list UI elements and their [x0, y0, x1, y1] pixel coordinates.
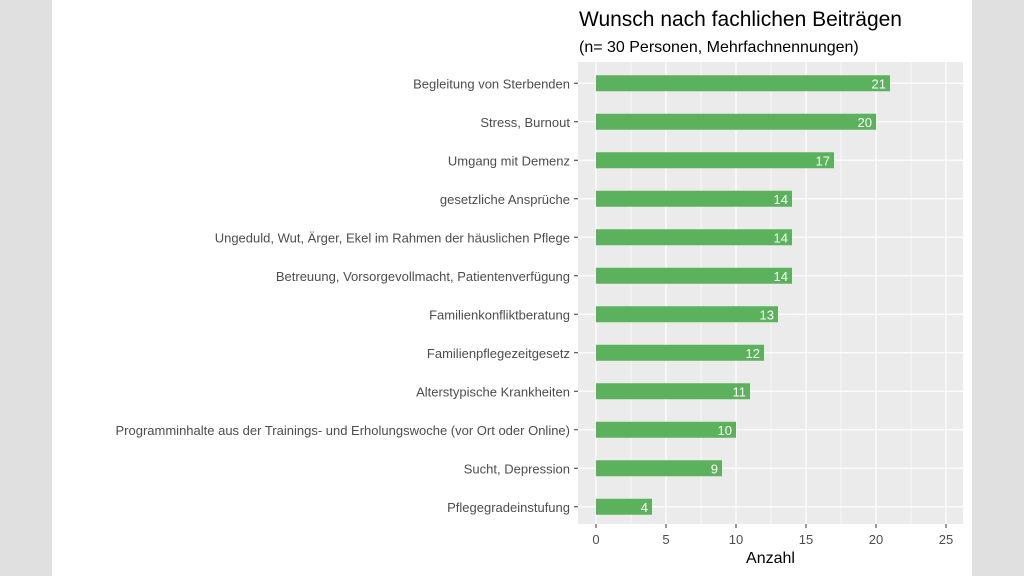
chart-subtitle: (n= 30 Personen, Mehrfachnennungen): [579, 39, 859, 56]
category-label: Familienkonfliktberatung: [429, 307, 570, 322]
x-tick-label: 15: [799, 532, 813, 547]
bar-value-label: 21: [872, 76, 886, 91]
x-tick-label: 10: [729, 532, 743, 547]
category-label: Alterstypische Krankheiten: [416, 384, 570, 399]
category-label: gesetzliche Ansprüche: [440, 192, 570, 207]
bar-value-label: 14: [774, 192, 788, 207]
category-label: Programminhalte aus der Trainings- und E…: [116, 423, 571, 438]
bar-value-label: 20: [858, 115, 872, 130]
category-label: Familienpflegezeitgesetz: [427, 346, 570, 361]
bar: [596, 75, 890, 92]
bar-value-label: 4: [641, 500, 648, 515]
bar-value-label: 9: [711, 461, 718, 476]
bar: [596, 152, 834, 169]
bar-value-label: 14: [774, 269, 788, 284]
category-label: Betreuung, Vorsorgevollmacht, Patientenv…: [276, 269, 570, 284]
bar: [596, 267, 792, 284]
bar-value-label: 17: [816, 153, 830, 168]
bar: [596, 190, 792, 207]
bar: [596, 421, 736, 438]
x-tick-label: 0: [592, 532, 599, 547]
x-tick-label: 5: [662, 532, 669, 547]
bar-value-label: 10: [718, 423, 732, 438]
x-tick-label: 25: [939, 532, 953, 547]
bar-value-label: 11: [733, 384, 747, 399]
category-label: Begleitung von Sterbenden: [413, 76, 570, 91]
bar: [596, 306, 778, 323]
category-label: Umgang mit Demenz: [448, 153, 570, 168]
bar: [596, 113, 876, 130]
category-label: Stress, Burnout: [480, 115, 570, 130]
x-tick-label: 20: [869, 532, 883, 547]
bar: [596, 498, 652, 515]
bar: [596, 460, 722, 477]
bar-value-label: 12: [746, 346, 760, 361]
bar: [596, 229, 792, 246]
category-label: Pflegegradeinstufung: [447, 500, 570, 515]
x-axis-title: Anzahl: [746, 550, 795, 567]
plot-panel: [578, 62, 963, 524]
chart-title: Wunsch nach fachlichen Beiträgen: [579, 8, 902, 31]
bar: [596, 383, 750, 400]
bar-value-label: 14: [774, 230, 788, 245]
bar: [596, 344, 764, 361]
bar-value-label: 13: [760, 307, 774, 322]
category-label: Ungeduld, Wut, Ärger, Ekel im Rahmen der…: [215, 230, 570, 245]
category-label: Sucht, Depression: [464, 461, 570, 476]
